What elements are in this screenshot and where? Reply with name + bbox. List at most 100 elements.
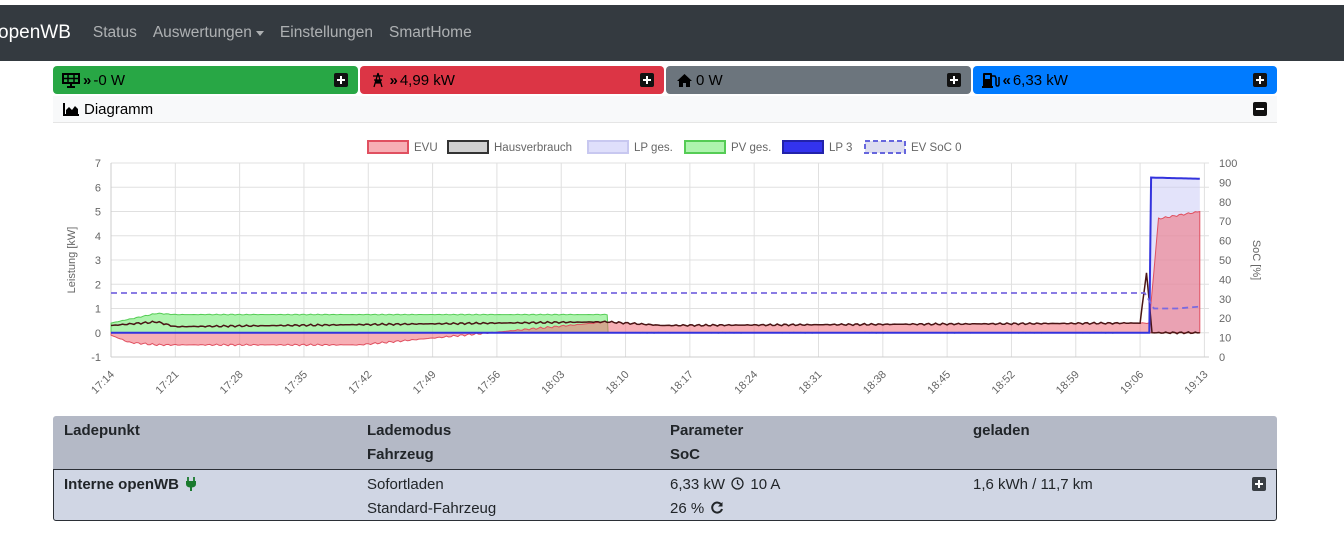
fahrzeug-value: Standard-Fahrzeug <box>367 500 497 517</box>
top-strip <box>0 0 1344 5</box>
y-tick-label: 5 <box>95 207 101 219</box>
legend-swatch <box>864 140 906 154</box>
geladen-value: 1,6 kWh / 11,7 km <box>973 476 1093 493</box>
area-chart-icon <box>63 102 79 116</box>
x-tick-label: 18:17 <box>668 369 696 397</box>
x-tick-label: 18:24 <box>732 369 760 397</box>
legend-swatch <box>367 140 409 154</box>
power-value: 6,33 kW <box>670 476 726 493</box>
nav-status-label: Status <box>92 24 137 41</box>
expand-icon[interactable] <box>946 73 961 87</box>
arrow-right-icon: » <box>83 71 92 89</box>
tile-pv[interactable]: » -0 W <box>53 66 358 94</box>
current-value: 10 A <box>750 476 781 493</box>
header-lademodus: Lademodus <box>367 422 452 439</box>
legend-label: PV ges. <box>731 142 771 154</box>
power-tower-icon <box>369 72 387 88</box>
tile-evu[interactable]: » 4,99 kW <box>359 66 664 94</box>
nav-einstellungen-label: Einstellungen <box>279 24 373 41</box>
clock-icon <box>731 477 744 490</box>
legend-label: LP 3 <box>829 142 852 154</box>
header-parameter: Parameter <box>670 422 744 439</box>
y2-tick-label: 60 <box>1219 236 1231 248</box>
x-tick-label: 18:10 <box>604 369 632 397</box>
y2-tick-label: 10 <box>1219 333 1231 345</box>
x-tick-label: 18:59 <box>1054 369 1082 397</box>
y-tick-label: 6 <box>95 182 101 194</box>
chargepoint-table: Ladepunkt Lademodus Fahrzeug Parameter S… <box>53 416 1277 521</box>
tile-pv-value: -0 W <box>93 71 126 89</box>
diagram-title: Diagramm <box>84 100 154 118</box>
y2-tick-label: 0 <box>1219 352 1225 364</box>
x-tick-label: 17:35 <box>282 369 310 397</box>
legend-swatch <box>447 140 489 154</box>
x-tick-label: 17:42 <box>346 369 374 397</box>
solar-panel-icon <box>62 72 80 88</box>
nav-smarthome-label: SmartHome <box>389 24 472 41</box>
nav-smarthome[interactable]: SmartHome <box>389 24 472 42</box>
power-tiles: » -0 W » 4,99 kW 0 W « 6,33 kW <box>53 66 1277 94</box>
y2-tick-label: 50 <box>1219 255 1231 267</box>
x-tick-label: 17:14 <box>89 369 117 397</box>
y-tick-label: 2 <box>95 279 101 291</box>
y2-tick-label: 30 <box>1219 294 1231 306</box>
expand-icon[interactable] <box>640 73 654 87</box>
tile-house[interactable]: 0 W <box>666 66 971 94</box>
x-tick-label: 17:56 <box>475 369 503 397</box>
lademodus-value: Sofortladen <box>367 476 444 493</box>
legend-label: Hausverbrauch <box>494 142 572 154</box>
y-tick-label: 1 <box>95 304 101 316</box>
refresh-icon[interactable] <box>710 501 724 515</box>
series-hausverbrauch-line <box>110 272 1200 335</box>
parameter-value: 6,33 kW 10 A <box>670 476 780 493</box>
y-tick-label: 7 <box>95 158 101 170</box>
x-tick-label: 17:21 <box>153 369 181 397</box>
y2-tick-label: 20 <box>1219 313 1231 325</box>
charging-station-icon <box>981 72 1000 88</box>
diagram-header[interactable]: Diagramm <box>53 96 1277 123</box>
y2-tick-label: 80 <box>1219 197 1231 209</box>
y-tick-label: 4 <box>95 231 101 243</box>
nav-auswertungen-dropdown[interactable]: Auswertungen <box>153 24 264 42</box>
nav-auswertungen-label: Auswertungen <box>152 24 252 41</box>
y-tick-label: -1 <box>91 352 101 364</box>
brand-link[interactable]: openWB <box>0 22 71 43</box>
tile-evu-value: 4,99 kW <box>399 71 455 89</box>
expand-icon[interactable] <box>1253 73 1267 87</box>
x-tick-label: 17:28 <box>218 369 246 397</box>
table-row[interactable]: Interne openWB Sofortladen Standard-Fahr… <box>53 469 1277 521</box>
tile-charging[interactable]: « 6,33 kW <box>972 66 1277 94</box>
nav-status[interactable]: Status <box>93 24 137 42</box>
y-axis-title: Leistung [kW] <box>66 227 78 294</box>
header-ladepunkt: Ladepunkt <box>64 422 140 439</box>
x-tick-label: 19:13 <box>1183 369 1211 397</box>
header-fahrzeug: Fahrzeug <box>367 446 434 463</box>
series-lp3-line <box>111 176 1200 334</box>
caret-down-icon <box>255 31 264 36</box>
y2-tick-label: 90 <box>1219 177 1231 189</box>
series-soc-line <box>111 292 1200 310</box>
x-tick-label: 19:06 <box>1118 369 1146 397</box>
expand-icon[interactable] <box>1252 477 1266 491</box>
y-tick-label: 3 <box>95 255 101 267</box>
table-header: Ladepunkt Lademodus Fahrzeug Parameter S… <box>53 416 1277 469</box>
nav-einstellungen[interactable]: Einstellungen <box>280 24 373 42</box>
chargepoint-name: Interne openWB <box>64 476 179 493</box>
x-tick-label: 18:31 <box>797 369 825 397</box>
expand-icon[interactable] <box>333 73 348 87</box>
home-icon <box>675 72 693 88</box>
legend-swatch <box>782 140 824 154</box>
soc-wrap: 26 % <box>670 500 724 517</box>
plug-icon <box>186 477 197 491</box>
arrow-right-icon: » <box>389 71 399 89</box>
tile-house-value: 0 W <box>696 71 723 89</box>
soc-value: 26 % <box>670 500 705 517</box>
legend-swatch <box>587 140 629 154</box>
y2-tick-label: 100 <box>1219 158 1237 170</box>
legend-label: EVU <box>414 142 438 154</box>
y-tick-label: 0 <box>95 328 101 340</box>
collapse-icon[interactable] <box>1253 102 1267 116</box>
x-tick-label: 18:52 <box>990 369 1018 397</box>
legend-label: LP ges. <box>634 142 673 154</box>
